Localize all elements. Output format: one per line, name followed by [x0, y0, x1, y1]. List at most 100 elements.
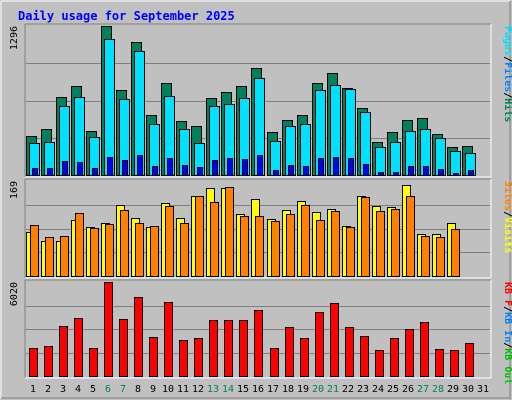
bar-sites-day-28 — [436, 237, 445, 277]
panel-kbytes: 6020 KB F/KB In/KB Out — [9, 279, 512, 384]
x-tick-label-day-22: 22 — [342, 384, 354, 395]
x-tick-label-day-30: 30 — [462, 384, 474, 395]
bar-kb-f-day-27 — [420, 322, 429, 377]
bar-kb-f-day-24 — [375, 350, 384, 377]
bar-kb-f-day-20 — [315, 312, 324, 377]
bar-sites-day-18 — [286, 214, 295, 277]
bar-sites-day-8 — [135, 223, 144, 277]
bar-sites-day-4 — [75, 213, 84, 277]
bar-pages-day-4 — [77, 162, 83, 176]
bar-sites-day-12 — [195, 196, 204, 277]
bar-pages-day-20 — [318, 158, 324, 176]
x-tick-label-day-25: 25 — [387, 384, 399, 395]
bar-sites-day-15 — [240, 216, 249, 277]
bar-kb-f-day-26 — [405, 329, 414, 377]
bar-sites-day-24 — [376, 211, 385, 277]
bar-files-day-24 — [375, 147, 386, 176]
legend-item-pages: Pages — [502, 26, 512, 56]
chart-title: Daily usage for September 2025 — [18, 9, 235, 23]
bar-sites-day-3 — [60, 236, 69, 277]
bar-kb-f-day-13 — [209, 320, 218, 377]
x-tick-label-day-13: 13 — [207, 384, 219, 395]
bar-kb-f-day-3 — [59, 326, 68, 377]
bar-kb-f-day-17 — [270, 348, 279, 377]
bar-pages-day-3 — [62, 161, 68, 176]
legend-hits-files-pages: Pages/Files/Hits — [502, 26, 512, 122]
bar-kb-f-day-2 — [44, 346, 53, 377]
bar-sites-day-26 — [406, 196, 415, 277]
x-tick-label-day-7: 7 — [120, 384, 126, 395]
bar-kb-f-day-12 — [194, 338, 203, 377]
bar-pages-day-27 — [423, 166, 429, 176]
bar-sites-day-6 — [105, 224, 114, 277]
bar-pages-day-22 — [348, 158, 354, 176]
bar-sites-day-23 — [361, 197, 370, 277]
bar-sites-day-17 — [271, 221, 280, 277]
x-tick-label-day-3: 3 — [60, 384, 66, 395]
bar-sites-day-1 — [30, 225, 39, 277]
x-tick-label-day-12: 12 — [192, 384, 204, 395]
x-tick-label-day-2: 2 — [45, 384, 51, 395]
legend-item-files: Files — [502, 62, 512, 92]
bar-pages-day-1 — [32, 168, 38, 176]
bar-pages-day-19 — [303, 166, 309, 176]
x-tick-label-day-28: 28 — [432, 384, 444, 395]
bar-pages-day-18 — [288, 165, 294, 176]
bar-kb-f-day-30 — [465, 343, 474, 377]
bar-sites-day-7 — [120, 210, 129, 277]
bar-kb-f-day-21 — [330, 303, 339, 377]
bar-sites-day-16 — [255, 216, 264, 277]
bar-sites-day-22 — [346, 227, 355, 277]
bar-sites-day-9 — [150, 226, 159, 277]
x-tick-label-day-8: 8 — [135, 384, 141, 395]
x-tick-label-day-11: 11 — [177, 384, 189, 395]
bar-pages-day-30 — [468, 170, 474, 176]
bar-kb-f-day-16 — [254, 310, 263, 377]
y-axis-max-label: 6020 — [9, 282, 20, 306]
bar-pages-day-29 — [453, 173, 459, 176]
x-tick-label-day-24: 24 — [372, 384, 384, 395]
bar-sites-day-21 — [331, 211, 340, 277]
bar-sites-day-19 — [301, 205, 310, 277]
bar-files-day-25 — [390, 142, 401, 176]
bar-pages-day-7 — [122, 160, 128, 176]
bar-pages-day-13 — [212, 160, 218, 176]
bar-kb-f-day-15 — [239, 320, 248, 377]
x-tick-label-day-4: 4 — [75, 384, 81, 395]
x-tick-label-day-10: 10 — [162, 384, 174, 395]
x-tick-label-day-26: 26 — [402, 384, 414, 395]
bar-kb-f-day-6 — [104, 282, 113, 377]
bar-pages-day-12 — [197, 167, 203, 176]
x-tick-label-day-27: 27 — [417, 384, 429, 395]
bar-kb-f-day-22 — [345, 327, 354, 377]
bar-sites-day-29 — [451, 229, 460, 277]
bar-pages-day-17 — [273, 170, 279, 176]
bar-pages-day-5 — [92, 168, 98, 176]
legend-item-hits: Hits — [502, 98, 512, 122]
bar-sites-day-25 — [391, 209, 400, 277]
bar-kb-f-day-5 — [89, 348, 98, 377]
bar-sites-day-5 — [90, 228, 99, 277]
bar-sites-day-27 — [421, 236, 430, 277]
bar-kb-f-day-18 — [285, 327, 294, 377]
bar-pages-day-15 — [242, 159, 248, 176]
legend-kbytes: KB F/KB In/KB Out — [502, 282, 512, 384]
bar-files-day-29 — [450, 151, 461, 176]
legend-item-kb-out: KB Out — [502, 348, 512, 384]
bar-pages-day-25 — [393, 172, 399, 176]
bar-kb-f-day-29 — [450, 350, 459, 377]
bar-pages-day-28 — [438, 169, 444, 176]
bar-pages-day-2 — [47, 168, 53, 176]
x-tick-label-day-1: 1 — [30, 384, 36, 395]
bar-pages-day-11 — [182, 165, 188, 176]
panel-visits-sites: 169 Sites/Visits — [9, 178, 512, 279]
x-tick-label-day-5: 5 — [90, 384, 96, 395]
panel-hits-files-pages: 1296 Pages/Files/Hits — [9, 23, 512, 178]
x-tick-label-day-19: 19 — [297, 384, 309, 395]
bar-pages-day-16 — [257, 155, 263, 176]
x-tick-label-day-9: 9 — [150, 384, 156, 395]
legend-item-visits: Visits — [502, 217, 512, 253]
bar-kb-f-day-28 — [435, 349, 444, 377]
x-tick-label-day-21: 21 — [327, 384, 339, 395]
